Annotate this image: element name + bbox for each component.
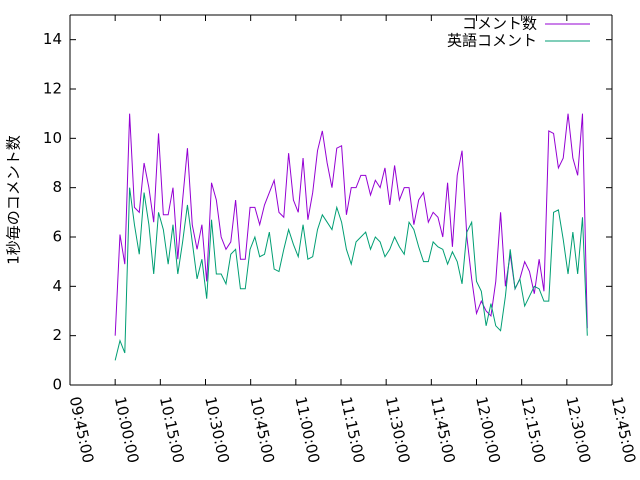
legend-label: コメント数 [462,15,537,33]
x-tick-label: 11:00:00 [292,395,324,465]
x-tick-label: 10:30:00 [201,395,233,465]
x-tick-label: 11:30:00 [382,395,414,465]
y-tick-label: 8 [52,178,62,196]
x-tick-label: 12:00:00 [472,395,504,465]
series-line [114,187,588,361]
x-tick-label: 12:15:00 [517,395,549,465]
plot-frame [69,14,613,386]
x-tick-label: 11:15:00 [337,395,369,465]
y-tick-label: 2 [52,326,62,344]
y-tick-label: 0 [52,376,62,394]
y-tick-label: 4 [52,277,62,295]
y-axis-label: 1秒毎のコメント数 [5,135,23,265]
y-tick-label: 10 [43,129,62,147]
x-tick-label: 09:45:00 [66,395,98,465]
x-tick-label: 10:15:00 [156,395,188,465]
y-tick-label: 12 [43,80,62,98]
x-tick-label: 10:45:00 [246,395,278,465]
x-tick-label: 11:45:00 [427,395,459,465]
series-line [114,113,588,336]
x-tick-label: 10:00:00 [111,395,143,465]
legend-label: 英語コメント [447,32,537,50]
x-tick-label: 12:45:00 [608,395,640,465]
y-tick-label: 14 [43,30,62,48]
x-tick-label: 12:30:00 [563,395,595,465]
y-tick-label: 6 [52,228,62,246]
